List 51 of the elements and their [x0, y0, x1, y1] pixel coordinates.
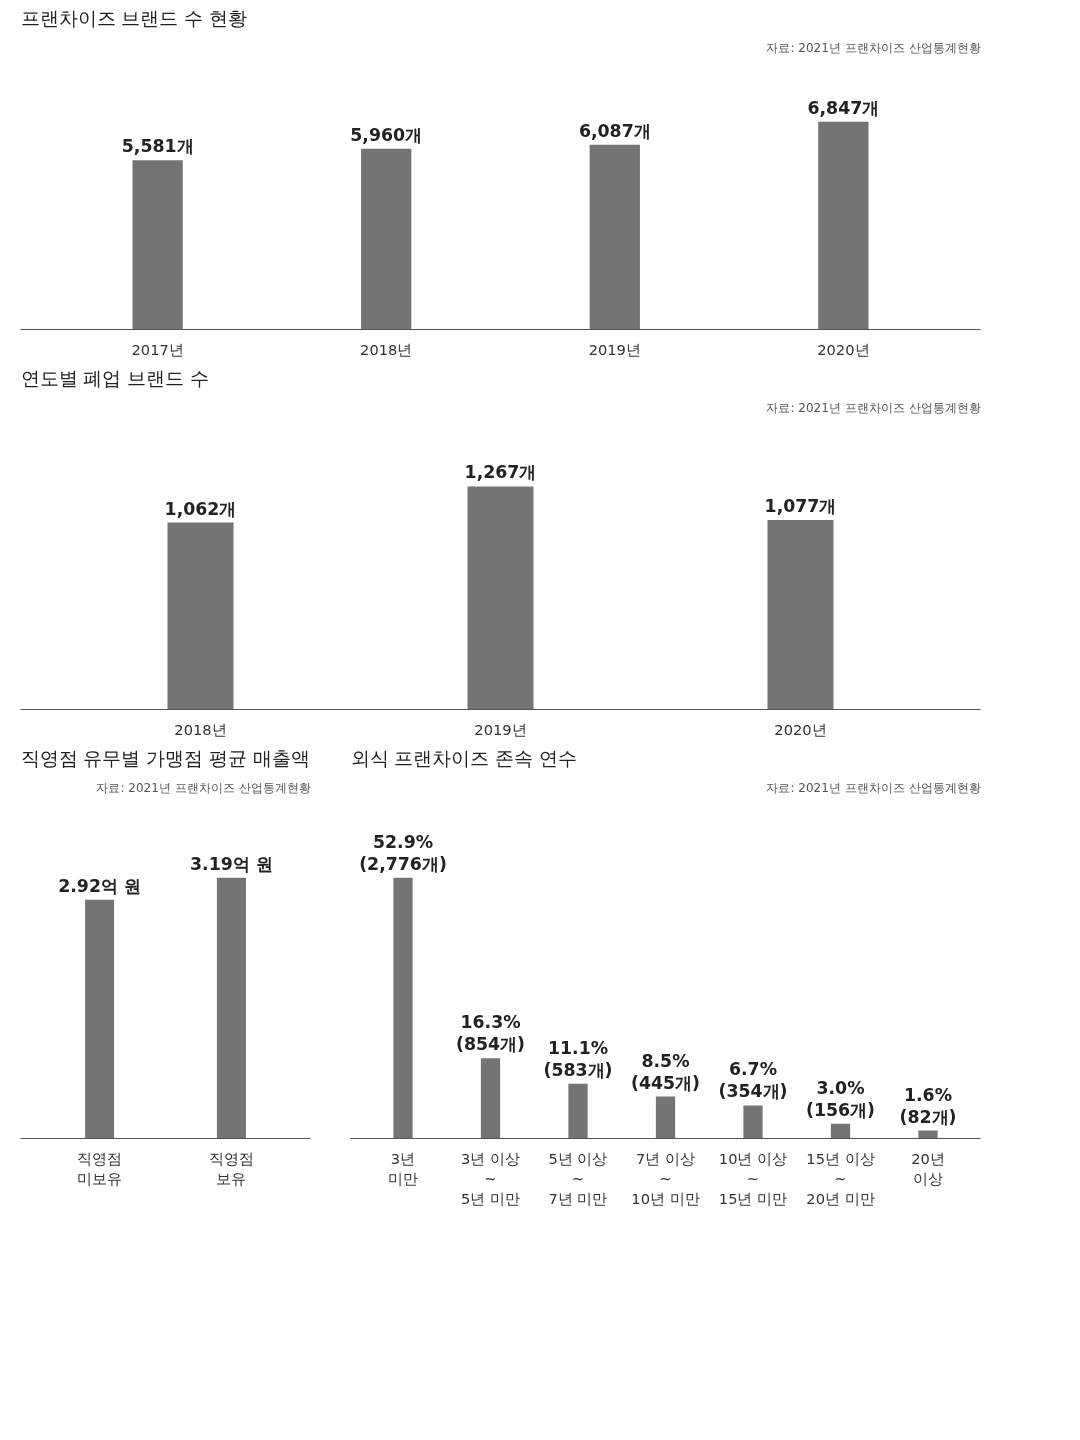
text: 자료: 2021년 프랜차이즈 산업통계현황: [96, 780, 311, 795]
x-tick-label: 2020년: [817, 340, 870, 358]
data-label: 1,077개: [764, 495, 837, 516]
x-tick-label: 3년 이상 ~ 5년 미만: [461, 1149, 520, 1208]
data-label: 3.0% (156개): [806, 1077, 876, 1120]
text: 자료: 2021년 프랜차이즈 산업통계현황: [766, 40, 981, 55]
bar: [830, 1123, 851, 1139]
x-tick-label: 2017년: [131, 340, 184, 358]
x-tick-label: 3년 미만: [388, 1149, 418, 1187]
x-tick-label: 2019년: [474, 720, 527, 738]
bar: [589, 144, 640, 330]
data-label: 1,267개: [464, 462, 537, 483]
data-label: 6.7% (354개): [718, 1059, 788, 1102]
x-tick-label: 20년 이상: [911, 1149, 945, 1187]
data-label: 3.19억 원: [190, 853, 273, 874]
data-label: 1,062개: [164, 498, 237, 519]
chart-title: 직영점 유무별 가맹점 평균 매출액: [20, 747, 311, 769]
x-tick-label: 2019년: [588, 340, 641, 358]
chart-title: 외식 프랜차이즈 존속 연수: [350, 747, 578, 769]
bar: [393, 877, 413, 1139]
data-label: 5,581개: [121, 136, 194, 157]
data-label: 11.1% (583개): [543, 1037, 613, 1080]
chart-title: 연도별 폐업 브랜드 수: [20, 367, 210, 389]
x-tick-label: 직영점 미보유: [77, 1149, 123, 1187]
x-tick-label: 15년 이상 ~ 20년 미만: [806, 1149, 875, 1208]
data-label: 16.3% (854개): [456, 1012, 526, 1055]
x-tick-label: 2018년: [360, 340, 413, 358]
data-label: 52.9% (2,776개): [359, 831, 447, 874]
data-label: 6,087개: [578, 120, 651, 141]
bar: [818, 121, 869, 330]
chart-title: 프랜차이즈 브랜드 수 현황: [20, 7, 248, 29]
bar: [568, 1083, 588, 1139]
bar: [918, 1130, 938, 1139]
bar: [743, 1105, 763, 1139]
x-tick-label: 10년 이상 ~ 15년 미만: [718, 1149, 788, 1208]
bar: [655, 1096, 676, 1139]
x-tick-label: 5년 이상 ~ 7년 미만: [548, 1149, 608, 1208]
data-label: 8.5% (445개): [631, 1050, 701, 1093]
text: 자료: 2021년 프랜차이즈 산업통계현황: [766, 400, 981, 415]
x-tick-label: 2018년: [174, 720, 227, 738]
text: 자료: 2021년 프랜차이즈 산업통계현황: [766, 780, 981, 795]
bar: [480, 1058, 501, 1139]
bar: [132, 160, 183, 330]
bar: [361, 148, 412, 330]
data-label: 6,847개: [807, 97, 880, 118]
x-tick-label: 7년 이상 ~ 10년 미만: [631, 1149, 700, 1208]
x-tick-label: 직영점 보유: [208, 1149, 254, 1187]
data-label: 1.6% (82개): [899, 1084, 957, 1127]
data-label: 2.92억 원: [58, 875, 141, 896]
x-tick-label: 2020년: [774, 720, 827, 738]
data-label: 5,960개: [350, 124, 423, 145]
